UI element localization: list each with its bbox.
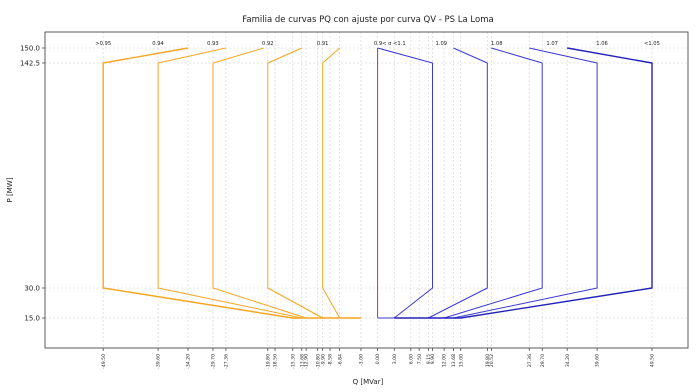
x-tick-label: 15.00: [458, 354, 464, 367]
x-tick-label: 13.68: [451, 354, 457, 367]
x-tick-label: 29.70: [540, 354, 546, 367]
y-tick-label: 150.0: [20, 45, 40, 53]
x-tick-label: 9.15: [426, 354, 432, 364]
region-label: 0.93: [207, 41, 219, 47]
x-tick-label: 6.00: [408, 354, 414, 364]
region-label: 0.94: [152, 41, 164, 47]
x-tick-label: 19.80: [485, 354, 491, 367]
y-tick-label: 30.0: [24, 285, 40, 293]
series-line: [394, 47, 598, 319]
x-tick-label: -49.50: [101, 354, 107, 369]
x-tick-label: -39.60: [156, 354, 162, 369]
x-tick-label: -9.90: [320, 354, 326, 366]
region-label: 1.07: [546, 41, 558, 47]
series-line: [377, 47, 433, 319]
y-tick-label: 15.0: [24, 315, 40, 323]
x-tick-label: -29.70: [211, 354, 217, 369]
region-label: 0.92: [262, 41, 274, 47]
x-ticks: -49.50 -39.60 -34.20 -29.70 -27.36 -19.80 -18.…: [101, 348, 656, 369]
x-tick-label: 49.50: [650, 354, 656, 367]
grid-lines: [45, 32, 688, 348]
annotations: >0.95 0.94 0.93 0.92 0.91 0.9< σ <1.1 1.09 1.08…: [95, 41, 660, 47]
region-label: 0.9< σ <1.1: [374, 41, 406, 47]
y-axis-label: P [MW]: [6, 177, 14, 202]
region-label: 1.06: [596, 41, 608, 47]
x-tick-label: 7.50: [417, 354, 423, 364]
series-line: [394, 47, 653, 319]
region-label: 1.08: [491, 41, 503, 47]
y-ticks: 15.0 30.0 142.5 150.0: [20, 45, 45, 323]
x-tick-label: -8.58: [328, 354, 334, 366]
x-tick-label: 12.00: [442, 354, 448, 367]
x-tick-label: -6.84: [337, 354, 343, 366]
series-line: [157, 47, 361, 319]
x-axis-label: Q [MVar]: [353, 378, 384, 386]
series-line: [212, 47, 361, 319]
x-tick-label: 27.36: [527, 354, 533, 367]
x-tick-label: -13.68: [299, 354, 305, 369]
region-label: 0.91: [317, 41, 329, 47]
x-tick-label: -34.20: [186, 354, 192, 369]
x-tick-label: -15.30: [290, 354, 296, 369]
series-line: [394, 47, 488, 319]
series-line: [322, 47, 361, 319]
plot-frame: [44, 31, 689, 349]
region-label: >0.95: [95, 41, 111, 47]
region-label: 1.09: [436, 41, 448, 47]
x-tick-label: 0.00: [375, 354, 381, 364]
x-tick-label: -19.80: [265, 354, 271, 369]
x-tick-label: -27.36: [224, 354, 230, 369]
x-tick-label: -18.50: [273, 354, 279, 369]
x-tick-label: -12.90: [304, 354, 310, 369]
region-label: <1.05: [644, 41, 660, 47]
chart-title: Familia de curvas PQ con ajuste por curv…: [242, 15, 493, 25]
x-tick-label: -10.80: [315, 354, 321, 369]
x-tick-label: 39.60: [595, 354, 601, 367]
x-tick-label: 34.20: [565, 354, 571, 367]
series-line: [394, 47, 543, 319]
x-tick-label: 3.00: [392, 354, 398, 364]
series-lines: [102, 47, 653, 319]
x-tick-label: -3.00: [359, 354, 365, 366]
x-tick-label: 20.52: [489, 354, 495, 367]
y-tick-label: 142.5: [20, 60, 40, 68]
series-line: [267, 47, 361, 319]
x-tick-label: 9.90: [430, 354, 436, 364]
